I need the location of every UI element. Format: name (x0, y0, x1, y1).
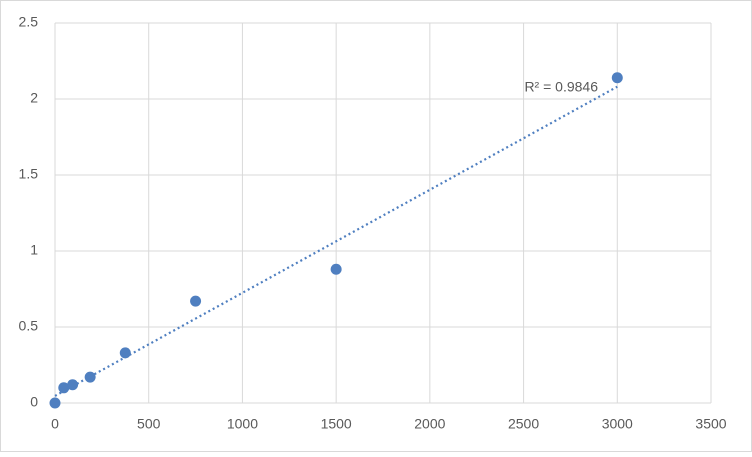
y-tick-label: 2.5 (19, 14, 39, 30)
x-tick-label: 0 (51, 416, 59, 432)
x-tick-label: 3500 (695, 416, 726, 432)
y-tick-label: 1 (30, 242, 38, 258)
point (84, 371, 96, 383)
point (611, 72, 623, 84)
point (119, 347, 131, 359)
x-tick-label: 1500 (321, 416, 352, 432)
trendline-label: R² = 0.9846 (524, 79, 598, 95)
x-tick-label: 2500 (508, 416, 539, 432)
point (49, 397, 61, 409)
point (190, 295, 202, 307)
y-tick-label: 2 (30, 90, 38, 106)
trendline (54, 85, 618, 397)
x-tick-label: 2000 (414, 416, 445, 432)
y-tick-label: 0 (30, 394, 38, 410)
point (67, 379, 79, 391)
x-tick-label: 1000 (227, 416, 258, 432)
x-tick-label: 3000 (602, 416, 633, 432)
point (330, 263, 342, 275)
y-tick-label: 1.5 (19, 166, 39, 182)
point (58, 382, 70, 394)
x-tick-label: 500 (137, 416, 161, 432)
y-tick-label: 0.5 (19, 318, 39, 334)
